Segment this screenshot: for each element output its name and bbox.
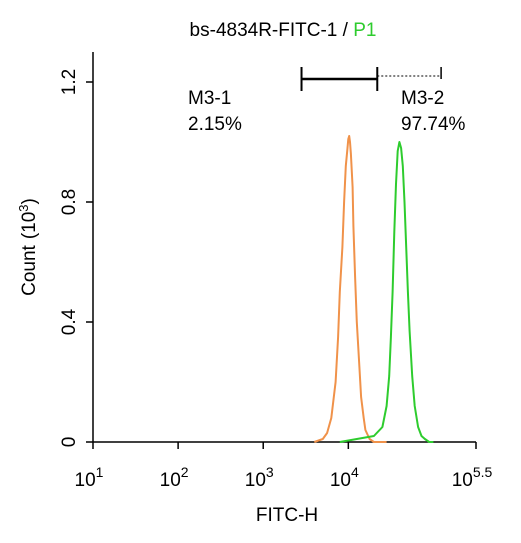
chart-title-gate: P1 xyxy=(353,20,376,41)
x-tick-label-base: 10 xyxy=(160,470,181,491)
x-tick-label-exp: 5.5 xyxy=(473,464,493,480)
y-axis-label-unit-suffix: ) xyxy=(19,198,40,204)
x-tick-label-base: 10 xyxy=(452,470,473,491)
gate-m3-1-percent: 2.15% xyxy=(188,114,242,135)
gates xyxy=(300,67,442,91)
series-group xyxy=(313,135,434,443)
y-axis-label-unit-prefix: (10 xyxy=(19,212,40,239)
y-tick-label: 0.4 xyxy=(59,308,80,335)
x-tick-label-exp: 4 xyxy=(351,464,359,480)
chart-title: bs-4834R-FITC-1 / P1 xyxy=(190,20,377,41)
x-tick-label-base: 10 xyxy=(245,470,266,491)
gate-m3-2-percent: 97.74% xyxy=(401,114,466,135)
x-tick-label-exp: 2 xyxy=(181,464,189,480)
x-tick-label: 101 xyxy=(75,464,104,491)
y-tick-label: 0.8 xyxy=(59,189,80,215)
y-tick-label: 1.2 xyxy=(59,69,80,95)
chart-title-main: bs-4834R-FITC-1 / xyxy=(190,20,354,41)
x-tick-label-base: 10 xyxy=(330,470,351,491)
x-tick-label: 102 xyxy=(160,464,189,491)
histogram-series-1-line xyxy=(313,135,387,443)
x-tick-label-exp: 3 xyxy=(266,464,274,480)
x-tick-label-exp: 1 xyxy=(96,464,104,480)
gate-m3-1-name: M3-1 xyxy=(188,88,231,109)
x-axis-label: FITC-H xyxy=(256,505,318,526)
y-axis-label-unit-exp: 3 xyxy=(16,204,31,211)
x-tick-label: 104 xyxy=(330,464,359,491)
x-tick-label: 105.5 xyxy=(452,464,493,491)
x-tick-label-base: 10 xyxy=(75,470,96,491)
gate-m3-2-name: M3-2 xyxy=(401,88,444,109)
y-ticks: 0 0.4 0.8 1.2 xyxy=(59,69,93,448)
x-ticks: 101 102 103 104 105.5 xyxy=(75,442,493,491)
y-axis-label: Count (103) xyxy=(16,198,40,296)
histogram-series-2-line xyxy=(339,141,434,443)
y-tick-label: 0 xyxy=(59,437,80,448)
x-tick-label: 103 xyxy=(245,464,274,491)
y-axis-label-main: Count xyxy=(19,244,40,295)
